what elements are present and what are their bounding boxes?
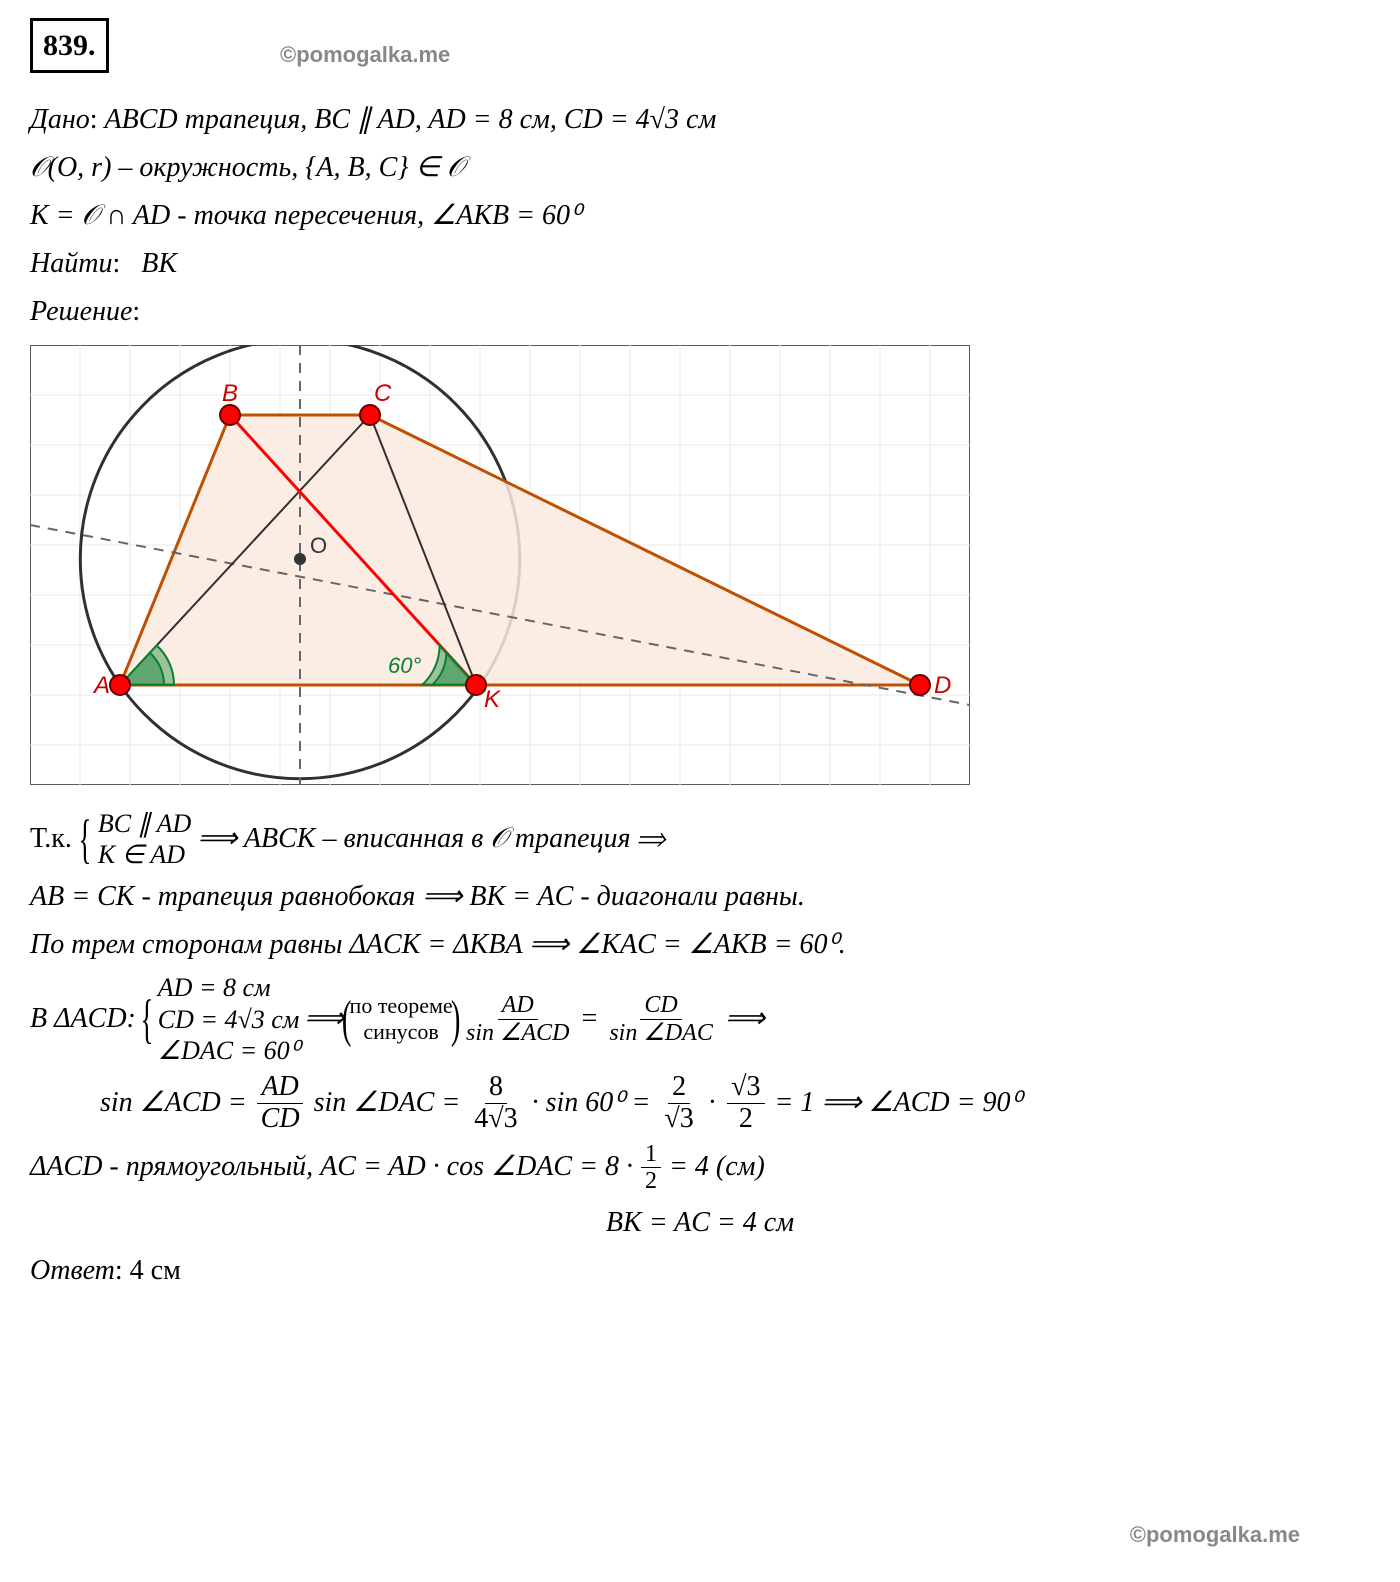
- find-label: Найти: [30, 248, 112, 279]
- svg-text:D: D: [934, 672, 951, 699]
- paren-close-icon: ): [451, 1004, 461, 1035]
- step4-fr1-num: AD: [498, 992, 538, 1019]
- step5-fr2-num: 8: [485, 1072, 507, 1104]
- given-1: ABCD трапеция, BC ∥ AD, AD = 8 см, CD = …: [105, 104, 717, 135]
- answer-value: 4 см: [130, 1255, 181, 1286]
- step5-fr1-den: CD: [257, 1104, 304, 1135]
- step5-fr4-den: 2: [735, 1104, 757, 1135]
- step4-fr1-den: sin ∠ACD: [462, 1020, 574, 1046]
- step2: AB = CK - трапеция равнобокая ⟹ BK = AC …: [30, 876, 1370, 918]
- given-label: Дано: [30, 104, 90, 135]
- watermark-bottom: ©pomogalka.me: [1130, 1518, 1300, 1551]
- step4-fr2-num: CD: [640, 992, 681, 1019]
- paren-open-icon: (: [342, 1004, 352, 1035]
- step1-cond1: BC ∥ AD: [98, 808, 191, 839]
- svg-text:K: K: [484, 686, 501, 713]
- step5-dot: ·: [708, 1082, 717, 1124]
- svg-text:O: O: [310, 533, 327, 558]
- step5-end: = 1 ⟹ ∠ACD = 90⁰: [775, 1082, 1022, 1124]
- step3: По трем сторонам равны ΔACK = ΔKBA ⟹ ∠KA…: [30, 924, 1370, 966]
- step4-implies2: ⟹: [725, 998, 765, 1040]
- step5-fr2-den: 4√3: [470, 1104, 521, 1135]
- brace-icon: {: [140, 1006, 153, 1033]
- step5-c: · sin 60⁰ =: [532, 1082, 651, 1124]
- step4-reason1: по теореме: [350, 993, 453, 1019]
- step5-fr1-num: AD: [257, 1072, 302, 1104]
- step4-implies: ⟹: [304, 998, 344, 1040]
- step5-b: sin ∠DAC =: [314, 1082, 461, 1124]
- step6-b: = 4 (см): [669, 1146, 765, 1188]
- step4-eq: =: [582, 998, 598, 1040]
- step4-s2: CD = 4√3 см: [158, 1004, 300, 1035]
- step4-reason2: синусов: [350, 1019, 453, 1045]
- step5-fr3-den: √3: [660, 1104, 697, 1135]
- brace-icon: {: [78, 826, 91, 853]
- svg-text:C: C: [374, 380, 392, 407]
- solve-label: Решение: [30, 296, 132, 327]
- svg-text:B: B: [222, 380, 238, 407]
- geometry-diagram: 60° A B C K D O: [30, 345, 1370, 798]
- step1-lead: Т.к.: [30, 818, 72, 860]
- step1-cond2: K ∈ AD: [98, 839, 191, 870]
- step4-fr2-den: sin ∠DAC: [605, 1020, 717, 1046]
- svg-text:A: A: [92, 672, 110, 699]
- step4-lead: В ΔACD:: [30, 998, 136, 1040]
- step5-fr4-num: √3: [727, 1072, 764, 1104]
- step6-a: ΔACD - прямоугольный, AC = AD · cos ∠DAC…: [30, 1146, 633, 1188]
- step7: BK = AC = 4 см: [30, 1202, 1370, 1244]
- step5-fr3-num: 2: [668, 1072, 690, 1104]
- problem-number: 839.: [30, 18, 109, 73]
- step4-s3: ∠DAC = 60⁰: [158, 1035, 300, 1066]
- find-value: BK: [127, 248, 177, 279]
- step6-fr-den: 2: [641, 1168, 661, 1194]
- step5-a: sin ∠ACD =: [100, 1082, 247, 1124]
- given-2: 𝒪(O, r) – окружность, {A, B, C} ∈ 𝒪: [30, 152, 465, 183]
- watermark-top: ©pomogalka.me: [280, 38, 450, 71]
- given-3: K = 𝒪 ∩ AD - точка пересечения, ∠AKB = 6…: [30, 200, 581, 231]
- step6-fr-num: 1: [641, 1141, 661, 1168]
- step1-tail: ⟹ ABCK – вписанная в 𝒪 трапеция ⟹: [197, 818, 665, 860]
- step4-s1: AD = 8 см: [158, 972, 300, 1003]
- answer-label: Ответ: [30, 1255, 115, 1286]
- svg-text:60°: 60°: [388, 653, 421, 678]
